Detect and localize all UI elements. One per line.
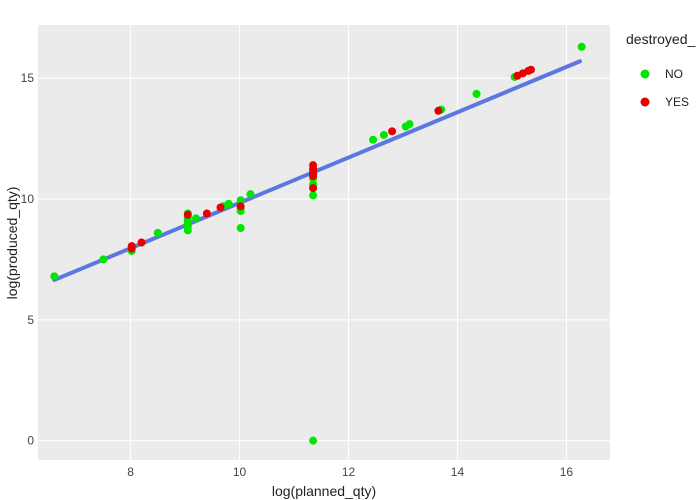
data-point-yes[interactable] (388, 127, 397, 136)
y-tick-label: 15 (21, 71, 35, 85)
y-tick-label: 0 (27, 434, 34, 448)
data-point-yes[interactable] (309, 184, 318, 193)
data-point-yes[interactable] (137, 238, 146, 247)
data-point-yes[interactable] (236, 202, 245, 211)
data-point-no[interactable] (236, 196, 245, 205)
y-tick-label: 10 (21, 192, 35, 206)
x-axis-title: log(planned_qty) (272, 483, 376, 499)
data-point-yes[interactable] (127, 242, 136, 251)
data-point-no[interactable] (246, 190, 255, 199)
data-point-no[interactable] (309, 436, 318, 445)
data-point-no[interactable] (405, 120, 414, 129)
data-point-yes[interactable] (183, 210, 192, 219)
plot-panel (38, 25, 610, 460)
x-tick-label: 14 (451, 465, 465, 479)
x-tick-label: 12 (342, 465, 356, 479)
x-tick-label: 10 (233, 465, 247, 479)
data-point-no[interactable] (472, 89, 481, 98)
legend-marker-no (640, 69, 650, 79)
data-point-no[interactable] (577, 42, 586, 51)
data-point-no[interactable] (50, 272, 59, 281)
data-point-yes[interactable] (527, 65, 536, 74)
data-point-yes[interactable] (216, 203, 225, 212)
legend-label-yes: YES (665, 95, 689, 109)
data-point-no[interactable] (224, 199, 233, 208)
data-point-yes[interactable] (309, 161, 318, 170)
data-point-no[interactable] (153, 228, 162, 237)
y-axis-title: log(produced_qty) (4, 187, 20, 300)
x-tick-labels: 8 10 12 14 16 (127, 465, 573, 479)
legend-item-yes[interactable]: YES (640, 95, 690, 109)
legend-marker-yes (640, 97, 650, 107)
data-point-no[interactable] (379, 130, 388, 139)
data-point-no[interactable] (369, 135, 378, 144)
y-tick-label: 5 (27, 313, 34, 327)
data-points (50, 42, 586, 445)
data-point-yes[interactable] (202, 209, 211, 218)
legend-title: destroyed_ (626, 31, 695, 47)
data-point-yes[interactable] (434, 106, 443, 115)
data-point-no[interactable] (236, 224, 245, 232)
legend-item-no[interactable]: NO (640, 67, 684, 81)
data-point-no[interactable] (99, 255, 108, 264)
data-point-no[interactable] (309, 191, 318, 200)
data-point-no[interactable] (191, 214, 200, 223)
legend: destroyed_ NO YES (626, 31, 695, 109)
x-tick-label: 8 (127, 465, 134, 479)
x-tick-label: 16 (560, 465, 574, 479)
legend-label-no: NO (665, 67, 683, 81)
y-tick-labels: 0 5 10 15 (21, 71, 35, 448)
